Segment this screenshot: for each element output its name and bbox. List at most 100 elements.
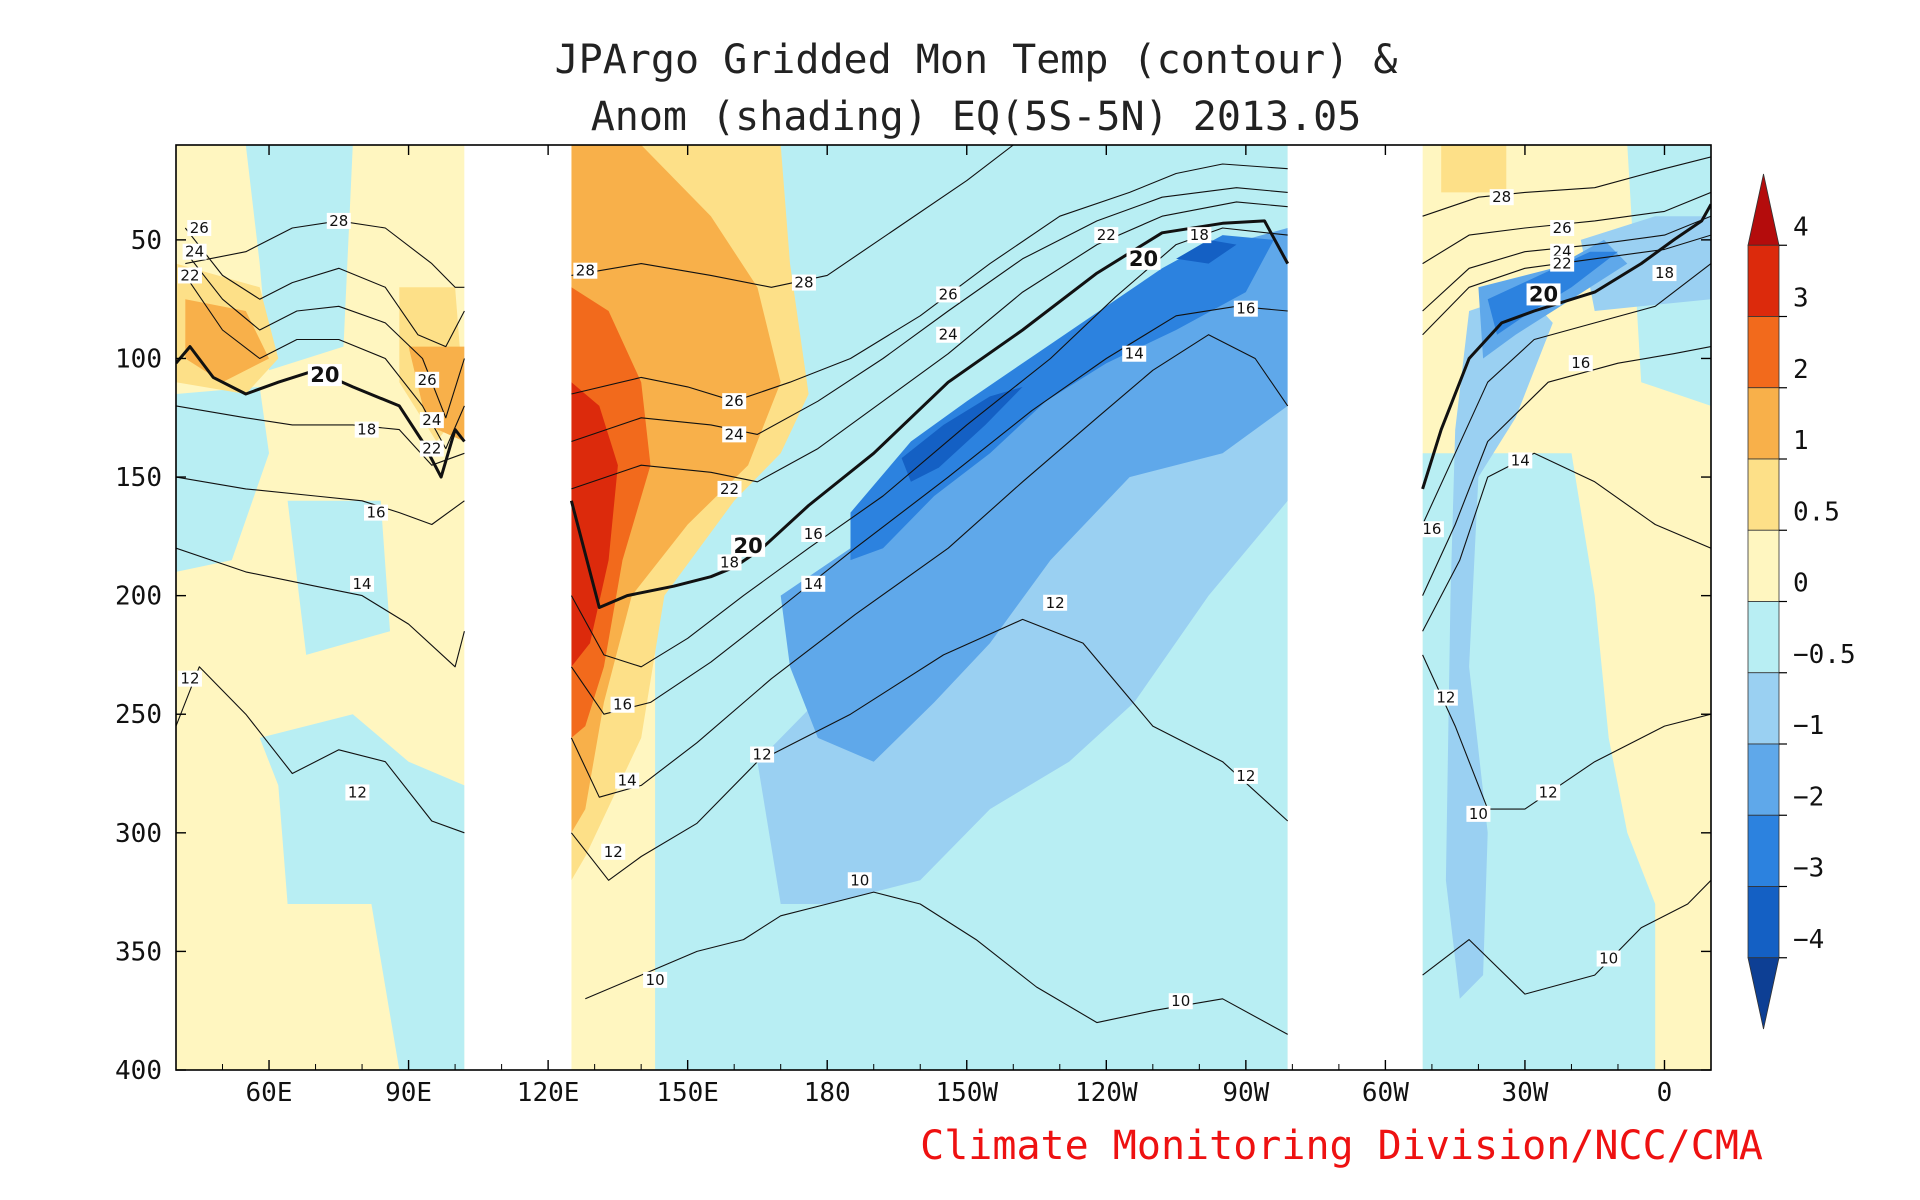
- contour-label-bg: [1233, 300, 1258, 317]
- y-tick-label: 300: [115, 819, 162, 849]
- colorbar-cell: [1747, 814, 1780, 887]
- chart-title-line-1: JPArgo Gridded Mon Temp (contour) &: [555, 37, 1398, 83]
- anomaly-region: [780, 228, 1288, 762]
- contour-line-22: [571, 201, 1288, 490]
- missing-data-gap: [464, 145, 572, 1070]
- x-axis: 60E 90E 120E 150E 180 150W 120W 90W 60W 30W 0: [175, 145, 1712, 1108]
- contour-label: 16: [804, 525, 823, 543]
- contour-label-bg: [307, 364, 342, 387]
- contour-label: 18: [1655, 264, 1674, 282]
- contour-label: 24: [185, 243, 204, 261]
- anomaly-region: [901, 386, 1023, 482]
- contour-line-16: [176, 476, 465, 526]
- contour-label: 16: [1422, 520, 1441, 538]
- contour-label: 12: [604, 843, 623, 861]
- contour-label: 12: [753, 746, 772, 764]
- contour-label: 20: [734, 534, 763, 558]
- contour-label-bg: [187, 220, 212, 237]
- y-tick-label: 250: [115, 700, 162, 730]
- contour-label: 24: [939, 326, 958, 344]
- contour-label: 16: [1236, 300, 1255, 318]
- colorbar-label: −4: [1793, 925, 1824, 955]
- contour-line-12: [570, 618, 1289, 881]
- anomaly-shading: [176, 145, 1711, 1070]
- y-axis: 50 100 150 200 250 300 350 400: [115, 226, 1711, 1086]
- plot-area: 2828282826262626262424242424222222222220…: [176, 145, 1711, 1070]
- anomaly-region: [1441, 145, 1507, 193]
- contour-label: 10: [1469, 805, 1488, 823]
- contour-label-bg: [936, 326, 961, 343]
- y-tick-label: 350: [115, 937, 162, 967]
- contour-label-bg: [722, 393, 747, 410]
- colorbar-cell: [1747, 387, 1780, 460]
- contour-label-bg: [1168, 993, 1193, 1010]
- x-tick-label: 30W: [1501, 1078, 1548, 1108]
- contour-label: 20: [310, 363, 339, 387]
- plot-frame: [175, 144, 1712, 1071]
- contour-label-bg: [750, 746, 775, 763]
- contour-label: 16: [613, 696, 632, 714]
- contour-label: 18: [720, 553, 739, 571]
- y-tick-label: 100: [115, 344, 162, 374]
- contour-label: 12: [1436, 689, 1455, 707]
- contour-label: 26: [939, 285, 958, 303]
- contour-label-bg: [177, 670, 202, 687]
- contour-label-bg: [615, 772, 640, 789]
- contour-label: 22: [1553, 255, 1572, 273]
- contour-label-bg: [722, 426, 747, 443]
- contour-line-24: [571, 187, 1288, 443]
- colorbar-cell: [1747, 529, 1780, 602]
- colorbar-label: 1: [1793, 426, 1809, 456]
- contour-label-bg: [1233, 767, 1258, 784]
- contour-label-bg: [364, 504, 389, 521]
- y-tick-label: 150: [115, 463, 162, 493]
- contour-label-bg: [419, 412, 444, 429]
- credit-text: Climate Monitoring Division/NCC/CMA: [920, 1123, 1763, 1169]
- contour-label: 14: [1125, 345, 1144, 363]
- contour-label-bg: [936, 286, 961, 303]
- colorbar-cell: [1747, 244, 1780, 317]
- contour-line-14: [570, 334, 1289, 798]
- contour-line-10: [585, 891, 1288, 1035]
- contour-label-bg: [1536, 784, 1561, 801]
- chart-title: JPArgo Gridded Mon Temp (contour) & Anom…: [555, 37, 1398, 140]
- anomaly-region: [176, 386, 269, 572]
- contour-label: 22: [180, 266, 199, 284]
- contour-line-28: [185, 220, 465, 288]
- contour-label-bg: [791, 274, 816, 291]
- missing-data-gaps: [464, 145, 1423, 1070]
- contour-label-bg: [1568, 355, 1593, 372]
- contour-line-26: [184, 227, 465, 348]
- contour-label-bg: [717, 554, 742, 571]
- contour-label-bg: [601, 843, 626, 860]
- missing-data-gap: [1287, 145, 1423, 1070]
- colorbar-cell: [1747, 743, 1780, 816]
- contour-label-bg: [801, 575, 826, 592]
- x-tick-label: 90E: [385, 1078, 432, 1108]
- colorbar-cell: [1747, 601, 1780, 674]
- anomaly-region: [287, 500, 390, 655]
- contour-label: 16: [366, 504, 385, 522]
- contour-line-22: [184, 275, 465, 450]
- contour-label: 16: [1571, 354, 1590, 372]
- contour-line-14: [1422, 452, 1711, 632]
- anomaly-region: [259, 714, 465, 1070]
- contour-line-16: [570, 305, 1288, 715]
- colorbar-label: −3: [1793, 854, 1824, 884]
- x-tick-label: 60E: [246, 1078, 293, 1108]
- contour-label: 20: [1129, 247, 1158, 271]
- contour-label-bg: [1526, 283, 1561, 306]
- x-tick-label: 120E: [517, 1078, 580, 1108]
- contour-line-10: [1422, 879, 1711, 995]
- x-tick-label: 150E: [656, 1078, 719, 1108]
- contour-label-bg: [610, 696, 635, 713]
- contour-label-bg: [1550, 220, 1575, 237]
- y-tick-label: 400: [115, 1056, 162, 1086]
- contour-label: 12: [180, 670, 199, 688]
- contour-label: 28: [1492, 188, 1511, 206]
- contour-label-bg: [1043, 594, 1068, 611]
- contour-label: 28: [794, 274, 813, 292]
- contour-label: 24: [422, 411, 441, 429]
- contour-label: 26: [1553, 219, 1572, 237]
